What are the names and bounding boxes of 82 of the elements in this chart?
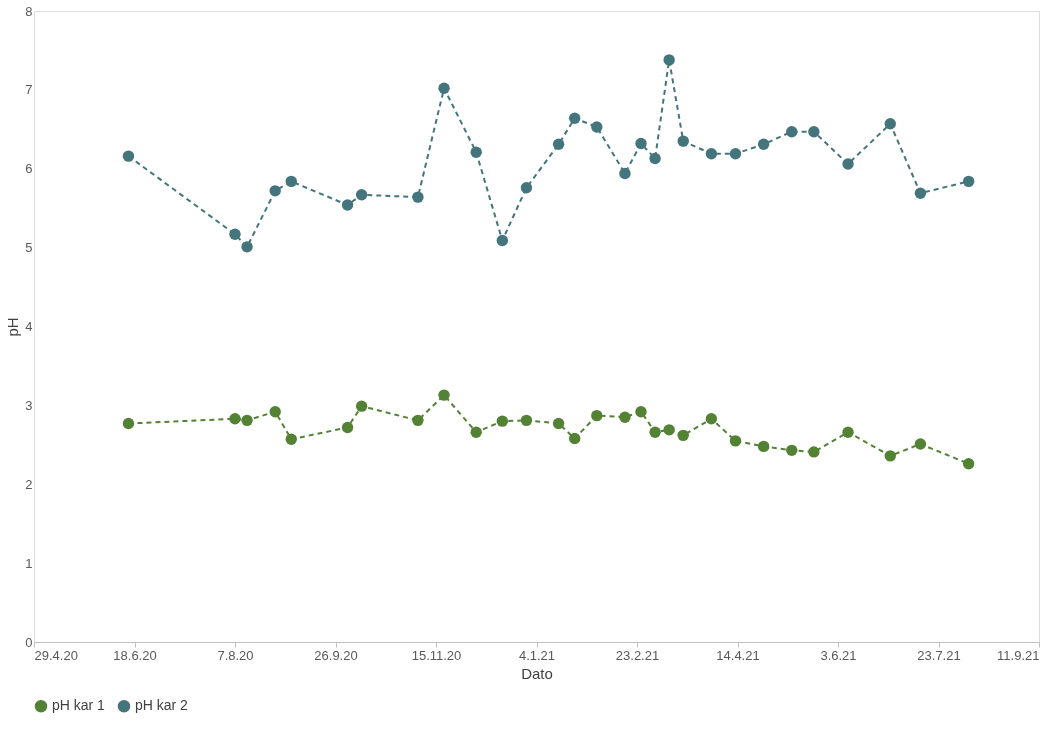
- y-tick-label: 1: [25, 555, 33, 571]
- point: [229, 413, 241, 425]
- x-tick-label: 11.9.21: [997, 647, 1040, 663]
- point: [757, 440, 770, 453]
- y-tick-label: 0: [25, 634, 33, 650]
- point: [808, 446, 820, 458]
- point: [412, 414, 424, 427]
- point: [438, 389, 450, 401]
- x-axis-title: Dato: [521, 664, 553, 682]
- point: [757, 138, 770, 150]
- point: [269, 406, 281, 418]
- point: [914, 187, 927, 199]
- point: [552, 417, 565, 430]
- y-axis-title: pH: [4, 317, 22, 337]
- point: [842, 426, 854, 438]
- point: [619, 167, 631, 180]
- point: [241, 414, 253, 427]
- point: [619, 411, 631, 423]
- point: [663, 424, 675, 436]
- point: [520, 181, 533, 194]
- legend-label: pH kar 1: [52, 697, 106, 714]
- y-tick-label: 6: [25, 161, 33, 177]
- point: [552, 138, 565, 150]
- x-tick-label: 23.2.21: [615, 647, 660, 663]
- point: [241, 241, 253, 253]
- point: [568, 432, 581, 445]
- x-tick-label: 4.1.21: [518, 647, 556, 663]
- point: [786, 125, 798, 138]
- y-tick-label: 3: [25, 397, 33, 413]
- point: [677, 135, 689, 147]
- x-tick-label: 15.11.20: [411, 647, 462, 663]
- point: [729, 435, 742, 447]
- point: [285, 433, 297, 445]
- point: [341, 421, 354, 434]
- point: [591, 121, 603, 133]
- point: [962, 458, 975, 470]
- point: [635, 406, 647, 418]
- y-tick-label: 2: [25, 476, 33, 492]
- point: [470, 426, 482, 438]
- x-tick-label: 18.6.20: [113, 647, 157, 663]
- point: [663, 54, 675, 66]
- point: [786, 444, 798, 457]
- x-tick-label: 29.4.20: [34, 647, 78, 663]
- point: [808, 125, 820, 138]
- x-tick-label: 14.4.21: [716, 647, 760, 663]
- point: [496, 415, 509, 427]
- x-tick-label: 3.6.21: [820, 647, 857, 663]
- point: [842, 158, 854, 170]
- x-tick-label: 23.7.21: [917, 647, 961, 663]
- point: [269, 185, 281, 197]
- point: [649, 426, 661, 438]
- point: [568, 112, 581, 124]
- point: [355, 189, 368, 201]
- x-tick-label: 26.9.20: [314, 647, 358, 663]
- point: [677, 429, 689, 442]
- y-tick-label: 8: [25, 3, 33, 19]
- point: [438, 82, 450, 94]
- legend-label: pH kar 2: [135, 697, 189, 714]
- y-tick-label: 4: [25, 319, 33, 334]
- point: [591, 409, 603, 422]
- point: [520, 414, 533, 427]
- y-tick-label: 7: [25, 82, 33, 98]
- point: [412, 191, 424, 203]
- point: [962, 175, 975, 188]
- point: [355, 400, 368, 412]
- point: [649, 152, 661, 165]
- point: [884, 118, 896, 130]
- point: [914, 438, 927, 450]
- point: [635, 137, 647, 150]
- point: [229, 228, 241, 240]
- point: [884, 450, 896, 462]
- point: [729, 148, 742, 160]
- point: [470, 146, 482, 158]
- point: [496, 234, 509, 247]
- point: [122, 417, 135, 430]
- point: [341, 199, 354, 211]
- x-tick-label: 7.8.20: [217, 647, 254, 663]
- point: [122, 150, 135, 162]
- point: [285, 175, 297, 188]
- y-tick-label: 5: [25, 240, 33, 256]
- point: [705, 148, 718, 160]
- point: [705, 413, 718, 425]
